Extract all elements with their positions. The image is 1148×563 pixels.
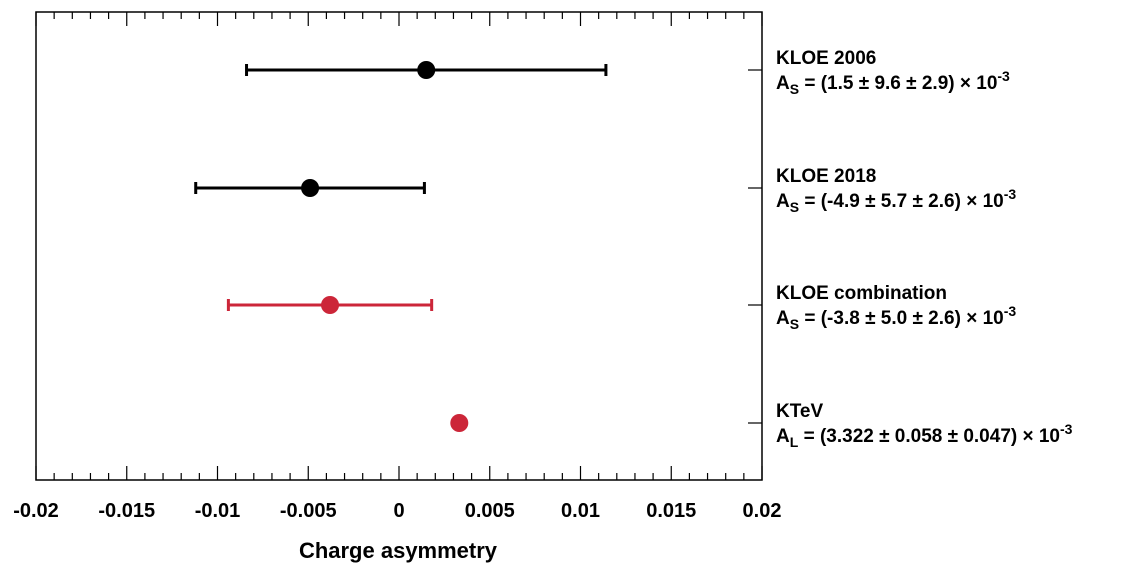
data-point [321,296,340,314]
entry-value: AL = (3.322 ± 0.058 ± 0.047) × 10-3 [776,421,1073,450]
value-text: = (-3.8 ± 5.0 ± 2.6) × 10 [799,308,1004,329]
row-ticks [748,69,762,424]
data-point [301,179,320,197]
x-axis-tick-labels: -0.02 -0.015 -0.01 -0.005 0 0.005 0.01 0.015 0.0… [13,500,781,522]
value-text: = (1.5 ± 9.6 ± 2.9) × 10 [799,73,997,94]
value-symbol: A [776,308,790,329]
value-exponent: -3 [997,68,1010,84]
value-subscript: S [790,199,799,215]
value-symbol: A [776,426,790,447]
entry-title: KLOE 2018 [776,166,876,187]
value-exponent: -3 [1004,186,1017,202]
x-axis-ticks [35,12,763,480]
value-text: = (3.322 ± 0.058 ± 0.047) × 10 [798,426,1060,447]
entry-title: KLOE combination [776,283,947,304]
x-tick-label: -0.005 [280,500,337,522]
x-tick-label: 0.02 [743,500,782,522]
value-symbol: A [776,73,790,94]
x-tick-label: 0.01 [561,500,600,522]
plot-frame [35,11,763,481]
x-axis-title: Charge asymmetry [299,538,498,563]
value-subscript: S [790,316,799,332]
entry-title: KTeV [776,401,823,422]
entry-title: KLOE 2006 [776,48,876,69]
value-exponent: -3 [1060,421,1073,437]
entry-value: AS = (-3.8 ± 5.0 ± 2.6) × 10-3 [776,303,1016,332]
x-tick-label: 0.015 [646,500,696,522]
data-point [450,414,469,432]
value-symbol: A [776,191,790,212]
entry-value: AS = (1.5 ± 9.6 ± 2.9) × 10-3 [776,68,1010,97]
x-tick-label: -0.015 [98,500,155,522]
value-text: = (-4.9 ± 5.7 ± 2.6) × 10 [799,191,1004,212]
x-tick-label: -0.02 [13,500,59,522]
entry-value: AS = (-4.9 ± 5.7 ± 2.6) × 10-3 [776,186,1016,215]
data-point [417,61,436,79]
x-tick-label: 0.005 [465,500,515,522]
data-points [194,61,608,432]
value-exponent: -3 [1004,303,1017,319]
value-subscript: L [790,434,799,450]
x-tick-label: -0.01 [195,500,241,522]
x-tick-label: 0 [393,500,404,522]
value-subscript: S [790,81,799,97]
